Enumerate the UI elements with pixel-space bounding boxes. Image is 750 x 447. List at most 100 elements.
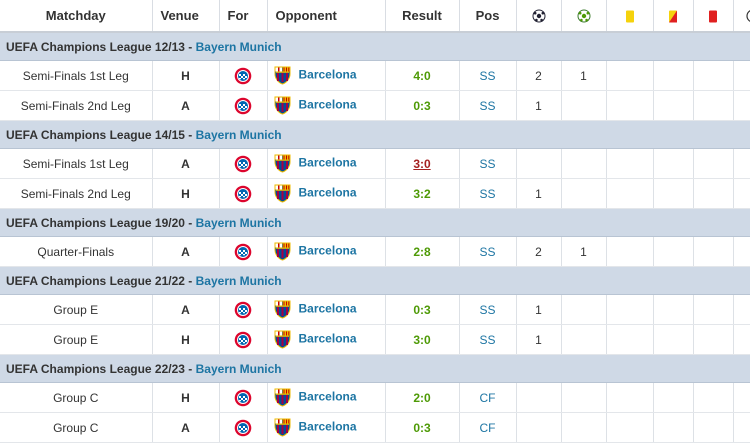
team-link[interactable]: Bayern Munich <box>195 273 282 288</box>
result-link[interactable]: 2:0 <box>385 382 460 413</box>
team-link[interactable]: Bayern Munich <box>195 39 282 54</box>
position-cell[interactable]: SS <box>459 60 517 91</box>
result-link[interactable]: 2:8 <box>385 236 460 267</box>
opponent-cell[interactable]: Barcelona <box>267 294 386 325</box>
header-matchday[interactable]: Matchday <box>0 0 153 33</box>
opponent-link[interactable]: Barcelona <box>298 155 357 170</box>
competition-name[interactable]: UEFA Champions League 22/23 <box>6 361 185 376</box>
opponent-cell[interactable]: Barcelona <box>267 60 386 91</box>
position-cell[interactable]: SS <box>459 294 517 325</box>
for-club-cell[interactable] <box>219 60 268 91</box>
goals-cell: 1 <box>516 178 562 209</box>
assists-cell <box>561 382 607 413</box>
opponent-cell[interactable]: Barcelona <box>267 324 386 355</box>
for-club-cell[interactable] <box>219 178 268 209</box>
opponent-cell[interactable]: Barcelona <box>267 90 386 121</box>
team-link[interactable]: Bayern Munich <box>195 127 282 142</box>
header-minutes[interactable] <box>733 0 750 33</box>
header-goals[interactable] <box>516 0 562 33</box>
bayern-munich-crest-icon <box>234 155 252 172</box>
result-link[interactable]: 3:0 <box>385 148 460 179</box>
bayern-munich-crest-icon <box>234 97 252 114</box>
bayern-munich-crest-icon <box>234 419 252 436</box>
matchday-cell: Group C <box>0 412 153 443</box>
opponent-link[interactable]: Barcelona <box>298 97 357 112</box>
competition-name[interactable]: UEFA Champions League 12/13 <box>6 39 185 54</box>
position-cell[interactable]: SS <box>459 148 517 179</box>
header-for[interactable]: For <box>219 0 268 33</box>
result-link[interactable]: 0:3 <box>385 90 460 121</box>
venue-cell: A <box>152 412 220 443</box>
opponent-cell[interactable]: Barcelona <box>267 382 386 413</box>
red-card-cell <box>693 294 734 325</box>
table-header-row: Matchday Venue For Opponent Result Pos <box>0 0 750 33</box>
result-link[interactable]: 4:0 <box>385 60 460 91</box>
assists-cell <box>561 324 607 355</box>
barcelona-crest-icon <box>274 300 290 319</box>
red-card-cell <box>693 90 734 121</box>
second-yellow-cell <box>653 60 694 91</box>
opponent-cell[interactable]: Barcelona <box>267 178 386 209</box>
result-link[interactable]: 3:2 <box>385 178 460 209</box>
opponent-link[interactable]: Barcelona <box>298 419 357 434</box>
for-club-cell[interactable] <box>219 382 268 413</box>
result-link[interactable]: 0:3 <box>385 294 460 325</box>
result-link[interactable]: 3:0 <box>385 324 460 355</box>
position-cell[interactable]: SS <box>459 90 517 121</box>
opponent-link[interactable]: Barcelona <box>298 301 357 316</box>
header-result[interactable]: Result <box>385 0 460 33</box>
barcelona-crest-icon <box>274 66 290 85</box>
for-club-cell[interactable] <box>219 236 268 267</box>
position-cell[interactable]: SS <box>459 178 517 209</box>
result-link[interactable]: 0:3 <box>385 412 460 443</box>
opponent-cell[interactable]: Barcelona <box>267 148 386 179</box>
competition-name[interactable]: UEFA Champions League 14/15 <box>6 127 185 142</box>
yellow-card-cell <box>606 236 654 267</box>
position-cell[interactable]: CF <box>459 382 517 413</box>
header-venue[interactable]: Venue <box>152 0 220 33</box>
for-club-cell[interactable] <box>219 90 268 121</box>
competition-name[interactable]: UEFA Champions League 21/22 <box>6 273 185 288</box>
for-club-cell[interactable] <box>219 324 268 355</box>
venue-cell: H <box>152 324 220 355</box>
goals-cell: 2 <box>516 60 562 91</box>
red-card-cell <box>693 60 734 91</box>
red-card-cell <box>693 412 734 443</box>
venue-cell: A <box>152 294 220 325</box>
clock-icon <box>746 10 750 23</box>
competition-name[interactable]: UEFA Champions League 19/20 <box>6 215 185 230</box>
assists-cell: 1 <box>561 236 607 267</box>
for-club-cell[interactable] <box>219 148 268 179</box>
position-cell[interactable]: SS <box>459 324 517 355</box>
team-link[interactable]: Bayern Munich <box>195 215 282 230</box>
opponent-link[interactable]: Barcelona <box>298 185 357 200</box>
matchday-cell: Group E <box>0 324 153 355</box>
yellow-card-icon <box>625 10 634 23</box>
barcelona-crest-icon <box>274 96 290 115</box>
opponent-link[interactable]: Barcelona <box>298 331 357 346</box>
header-assists[interactable] <box>561 0 607 33</box>
minutes-cell: 79' <box>733 148 750 179</box>
header-red[interactable] <box>693 0 734 33</box>
opponent-cell[interactable]: Barcelona <box>267 236 386 267</box>
header-opponent[interactable]: Opponent <box>267 0 386 33</box>
yellow-card-cell <box>606 60 654 91</box>
position-cell[interactable]: CF <box>459 412 517 443</box>
table-row: Group CA Barcelona 0:3CF 27' <box>0 412 750 443</box>
opponent-cell[interactable]: Barcelona <box>267 412 386 443</box>
team-link[interactable]: Bayern Munich <box>195 361 282 376</box>
header-yellow[interactable] <box>606 0 654 33</box>
header-pos[interactable]: Pos <box>459 0 517 33</box>
opponent-link[interactable]: Barcelona <box>298 389 357 404</box>
venue-cell: H <box>152 178 220 209</box>
for-club-cell[interactable] <box>219 412 268 443</box>
opponent-link[interactable]: Barcelona <box>298 67 357 82</box>
position-cell[interactable]: SS <box>459 236 517 267</box>
for-club-cell[interactable] <box>219 294 268 325</box>
yellow-card-cell <box>606 148 654 179</box>
venue-cell: A <box>152 148 220 179</box>
opponent-link[interactable]: Barcelona <box>298 243 357 258</box>
header-second-yellow[interactable] <box>653 0 694 33</box>
